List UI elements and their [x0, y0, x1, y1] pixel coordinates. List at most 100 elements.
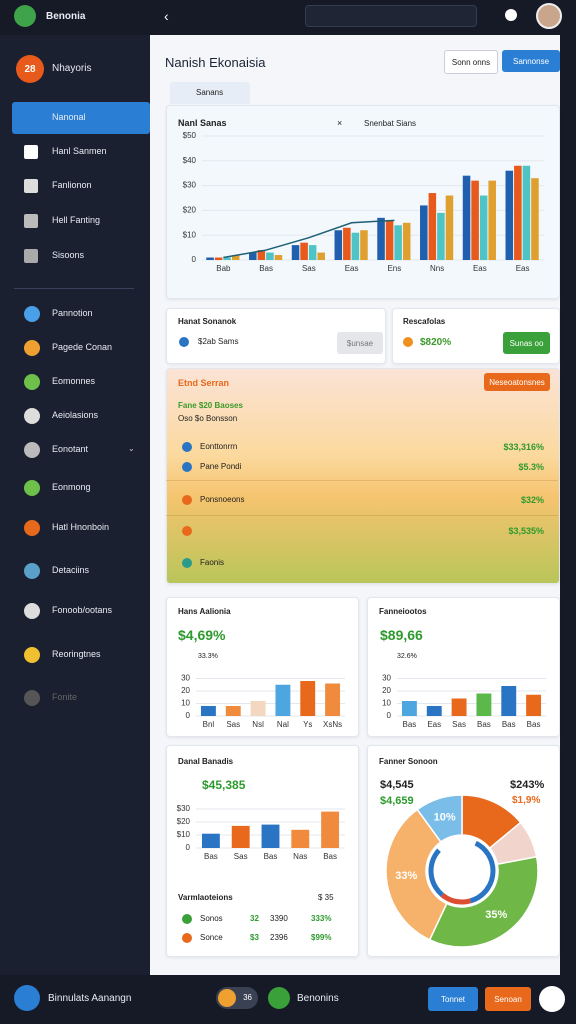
y-tick-label: 30	[181, 674, 190, 683]
panel-line: Fane $20 Baoses	[178, 401, 243, 410]
card-value: $820%	[420, 337, 452, 348]
row-value: $3,535%	[508, 526, 544, 536]
nav-item[interactable]: Aeiolasions	[52, 410, 99, 420]
chart-title: Hans Aalionia	[178, 607, 231, 616]
profile-name: Nhayoris	[52, 63, 92, 74]
panel-title: Etnd Serran	[178, 378, 230, 388]
y-tick-label: 0	[387, 711, 392, 720]
y-tick-label: 20	[382, 686, 391, 695]
x-tick-label: Nns	[430, 264, 444, 273]
x-tick-label: Bas	[403, 720, 417, 729]
icon[interactable]	[505, 9, 517, 21]
x-tick-label: Bas	[264, 852, 278, 861]
donut-chart: 35% 33% 10%	[385, 794, 539, 948]
bar-chart: 0 10 20 30 Bas Eas Sas Bas Bas Bas	[382, 674, 546, 729]
x-tick-label: Ys	[303, 720, 312, 729]
nav-item[interactable]: Detaciins	[52, 565, 90, 575]
kpi: $1,9%	[512, 795, 541, 806]
bar	[343, 227, 351, 260]
bar	[308, 245, 317, 260]
inner-ring	[428, 837, 496, 905]
row-cell: $3	[250, 933, 259, 942]
x-tick-label: Eas	[473, 264, 487, 273]
nav-item[interactable]: Eonotant	[52, 444, 89, 454]
nav-icon	[24, 340, 40, 356]
kpi: $45,385	[202, 778, 246, 792]
slice-label: 35%	[485, 909, 507, 921]
x-tick-label: Bnl	[203, 720, 215, 729]
card-value: $2ab Sams	[198, 337, 239, 346]
icon	[14, 985, 40, 1011]
nav-item[interactable]: Reoringtnes	[52, 649, 101, 659]
row-dot	[182, 462, 192, 472]
x-tick-label: Bas	[527, 720, 541, 729]
bar	[428, 193, 437, 260]
bar	[206, 257, 214, 260]
bar	[257, 250, 266, 260]
nav-item[interactable]: Hell Fanting	[52, 215, 101, 225]
nav-item[interactable]: Eonmong	[52, 482, 91, 492]
nav-item[interactable]: Eomonnes	[52, 376, 96, 386]
nav-item[interactable]: Fonoob/ootans	[52, 605, 113, 615]
bar	[321, 811, 340, 848]
y-tick-label: $30	[183, 181, 197, 190]
nav-item[interactable]: Hatl Hnonboin	[52, 522, 110, 532]
x-tick-label: Eas	[345, 264, 359, 273]
icon[interactable]	[539, 986, 565, 1012]
row-value: $5.3%	[518, 462, 544, 472]
bar	[291, 245, 300, 260]
x-tick-label: Sas	[452, 720, 466, 729]
row-label: Pane Pondi	[200, 462, 242, 471]
button[interactable]: Tonnet	[428, 987, 478, 1011]
button[interactable]: Sannonse	[502, 50, 560, 72]
chevron[interactable]: ⌄	[128, 444, 135, 453]
x-tick-label: Sas	[226, 720, 240, 729]
y-tick-label: 30	[382, 674, 391, 683]
button[interactable]: $unsae	[337, 332, 383, 354]
row-label: Ponsnoeons	[200, 495, 245, 504]
x-tick-label: Nal	[277, 720, 289, 729]
button[interactable]: Senoan	[485, 987, 531, 1011]
x-tick-label: Bas	[502, 720, 516, 729]
logo	[14, 5, 36, 27]
toggle-knob	[218, 989, 236, 1007]
nav-item[interactable]: Hanl Sanmen	[52, 146, 107, 156]
x-tick-label: Nsl	[252, 720, 264, 729]
x-tick-label: Sas	[302, 264, 316, 273]
tab[interactable]: Sanans	[170, 82, 250, 104]
row-label: Eonttonrrn	[200, 442, 238, 451]
bar	[437, 212, 445, 260]
nav-item[interactable]: Sisoons	[52, 250, 85, 260]
kpi-sub: 32.6%	[397, 653, 417, 660]
y-tick-label: 10	[382, 699, 391, 708]
row-dot	[182, 933, 192, 943]
bar	[471, 180, 479, 260]
y-tick-label: $10	[183, 230, 197, 239]
bar	[479, 195, 488, 260]
button[interactable]: Neseoatonsnes	[484, 373, 550, 391]
nav-icon	[24, 249, 38, 263]
button[interactable]: Sunas oo	[503, 332, 550, 354]
close[interactable]: ×	[337, 118, 343, 128]
button[interactable]: Sonn onns	[444, 50, 498, 74]
row-cell: 32	[250, 914, 259, 923]
y-tick-label: 20	[181, 686, 190, 695]
avatar[interactable]	[536, 3, 562, 29]
nav-item[interactable]: Pannotion	[52, 308, 93, 318]
bar	[426, 706, 442, 716]
nav-item[interactable]: Pagede Conan	[52, 342, 113, 352]
x-tick-label: Eas	[516, 264, 530, 273]
bar	[223, 257, 231, 260]
nav-item[interactable]: Nanonal	[52, 112, 86, 122]
nav-icon	[24, 690, 40, 706]
search[interactable]	[305, 5, 477, 27]
back[interactable]: ‹	[164, 8, 169, 24]
y-tick-label: $20	[183, 206, 197, 215]
row-value: $32%	[520, 495, 544, 505]
icon	[268, 987, 290, 1009]
bar	[462, 175, 471, 260]
row-dot	[182, 526, 192, 536]
nav-item[interactable]: Fanlionon	[52, 180, 92, 190]
x-tick-label: Eas	[427, 720, 441, 729]
nav-item[interactable]: Fonite	[52, 692, 78, 702]
